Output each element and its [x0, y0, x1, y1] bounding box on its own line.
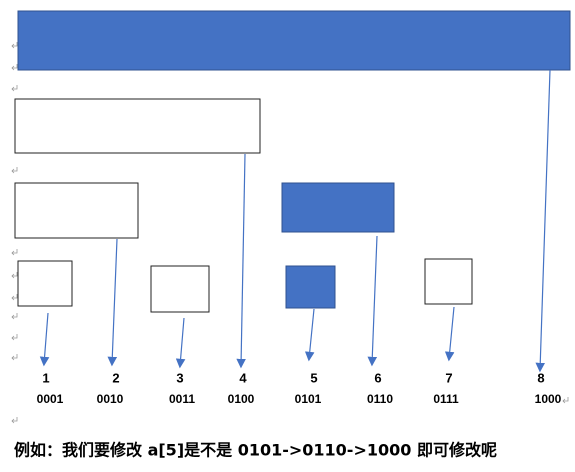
- caption: 例如：我们要修改 a[5]是不是 0101->0110->1000 即可修改呢: [14, 441, 497, 460]
- node-labels: 1 0001 2 0010 3 0011 4 0100 5 0101 6 0110 7 0111 8 1000: [37, 370, 562, 406]
- node-index: 2: [112, 370, 119, 385]
- node-bits: 0110: [367, 392, 393, 406]
- node-bits: 0101: [295, 392, 322, 406]
- node-bits: 0011: [169, 392, 195, 406]
- node-bits: 0100: [228, 392, 255, 406]
- node-index: 3: [176, 370, 183, 385]
- node-bits: 1000: [535, 392, 562, 406]
- arrows: [39, 69, 551, 373]
- node-index: 5: [310, 370, 317, 385]
- node-bits: 0111: [433, 392, 459, 406]
- node-bits: 0010: [97, 392, 124, 406]
- node-index: 7: [445, 370, 452, 385]
- node-bits: 0001: [37, 392, 64, 406]
- boxes: [14, 10, 571, 313]
- node-index: 6: [374, 370, 381, 385]
- node-index: 4: [239, 370, 247, 385]
- node-index: 8: [537, 370, 544, 385]
- node-index: 1: [42, 370, 49, 385]
